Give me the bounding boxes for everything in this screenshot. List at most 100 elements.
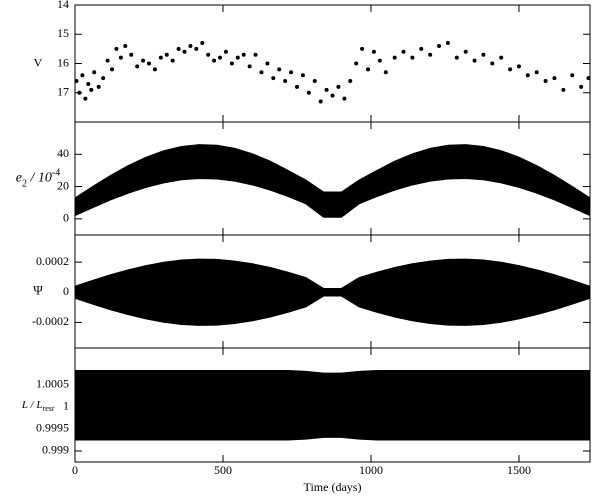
data-band (74, 258, 591, 326)
data-point (437, 43, 442, 48)
data-point (101, 76, 106, 81)
data-point (342, 96, 347, 101)
y-tick-label: 16 (57, 55, 69, 69)
data-point (336, 84, 341, 89)
data-point (490, 61, 495, 66)
y-axis-label-part: V (34, 55, 43, 69)
y-tick-label: 1 (63, 399, 69, 413)
data-point (348, 79, 353, 84)
x-tick-label: 1500 (507, 463, 531, 477)
data-point (229, 61, 234, 66)
data-point (188, 43, 193, 48)
y-axis-label-part: rest (42, 404, 54, 413)
data-point (283, 79, 288, 84)
y-axis-label: Ψ (33, 282, 43, 297)
data-point (170, 58, 175, 63)
y-tick-label: 0 (63, 211, 69, 225)
data-point (123, 43, 128, 48)
data-point (481, 52, 486, 57)
data-point (141, 58, 146, 63)
data-point (306, 90, 311, 95)
x-axis-label: Time (days) (304, 480, 362, 494)
y-axis-label-part: Ψ (33, 282, 43, 297)
data-point (312, 79, 317, 84)
data-point (86, 81, 91, 86)
data-band (74, 369, 591, 441)
y-axis-label-part: 2 (22, 178, 27, 189)
data-point (77, 90, 82, 95)
data-point (235, 55, 240, 60)
data-point (223, 49, 228, 54)
y-tick-label: 15 (57, 26, 69, 40)
y-tick-label: 0.0002 (36, 254, 69, 268)
data-point (83, 96, 88, 101)
y-tick-label: 40 (57, 146, 69, 160)
data-point (89, 87, 94, 92)
data-point (366, 67, 371, 72)
y-tick-label: 14 (57, 0, 69, 11)
data-point (146, 61, 151, 66)
plot-frame (74, 4, 591, 123)
data-point (354, 61, 359, 66)
data-band (74, 144, 591, 218)
data-point (194, 46, 199, 51)
data-point (300, 73, 305, 78)
y-tick-label: 0 (63, 284, 69, 298)
x-tick-label: 1000 (359, 463, 383, 477)
data-point (114, 46, 119, 51)
data-point (318, 99, 323, 104)
data-point (80, 73, 85, 78)
data-point (164, 52, 169, 57)
data-point (586, 76, 591, 81)
data-point (383, 70, 388, 75)
data-point (360, 46, 365, 51)
x-tick-label: 500 (214, 463, 232, 477)
data-point (74, 79, 79, 84)
data-point (176, 46, 181, 51)
data-point (499, 55, 504, 60)
data-point (105, 58, 110, 63)
y-axis-label-part: e (16, 171, 22, 186)
data-point (552, 76, 557, 81)
y-axis-label: e2 / 10-4 (16, 167, 60, 189)
y-tick-label: 17 (57, 85, 69, 99)
data-point (109, 67, 114, 72)
data-point (206, 52, 211, 57)
y-tick-label: 0.9995 (36, 421, 69, 435)
data-point (241, 52, 246, 57)
y-axis-label-part: L / L (21, 399, 43, 411)
data-point (212, 58, 217, 63)
data-point (247, 64, 252, 69)
y-tick-label: 1.0005 (36, 377, 69, 391)
data-point (118, 55, 123, 60)
data-point (543, 79, 548, 84)
data-point (294, 84, 299, 89)
y-tick-label: -0.0002 (32, 314, 69, 328)
data-point (330, 93, 335, 98)
data-point (419, 46, 424, 51)
data-point (561, 87, 566, 92)
data-point (463, 49, 468, 54)
data-point (454, 55, 459, 60)
data-point (135, 64, 140, 69)
data-point (92, 70, 97, 75)
y-axis-label-part: / 10 (27, 171, 52, 186)
data-point (158, 55, 163, 60)
data-point (259, 70, 264, 75)
y-axis-label: V (34, 55, 43, 69)
data-point (508, 67, 513, 72)
y-axis-label: L / Lrest (21, 399, 55, 414)
data-point (472, 58, 477, 63)
data-point (401, 49, 406, 54)
data-point (200, 41, 205, 46)
data-point (324, 87, 329, 92)
y-tick-label: 0.999 (42, 443, 69, 457)
data-point (152, 67, 157, 72)
data-point (445, 41, 450, 46)
data-point (516, 64, 521, 69)
y-tick-label: 20 (57, 178, 69, 192)
x-tick-label: 0 (72, 463, 78, 477)
data-point (525, 73, 530, 78)
